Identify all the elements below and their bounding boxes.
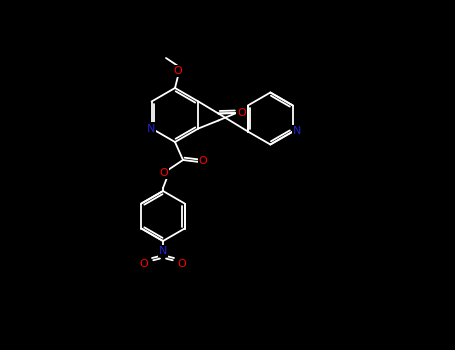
Text: O: O [140, 259, 148, 269]
Text: N: N [147, 124, 155, 133]
Text: O: O [160, 168, 168, 178]
Text: N: N [159, 246, 167, 256]
Text: O: O [237, 108, 246, 118]
Text: O: O [174, 66, 182, 76]
Text: O: O [199, 156, 207, 166]
Text: O: O [177, 259, 187, 269]
Text: N: N [293, 126, 301, 136]
